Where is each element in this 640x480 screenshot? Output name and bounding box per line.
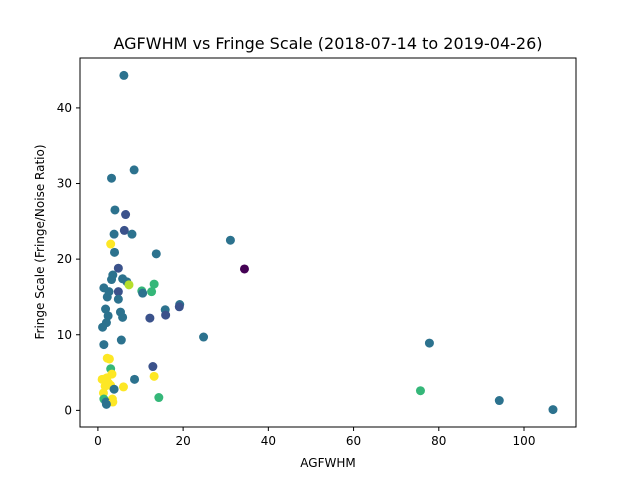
y-tick-label: 10: [57, 328, 72, 342]
data-point-33: [161, 310, 171, 320]
data-point-56: [109, 384, 119, 394]
data-point-19: [149, 279, 159, 289]
data-point-38: [98, 322, 108, 332]
x-tick-label: 40: [261, 434, 276, 448]
data-point-44: [104, 354, 114, 364]
points-layer: [97, 70, 558, 415]
x-tick-label: 60: [346, 434, 361, 448]
data-point-25: [147, 287, 157, 297]
data-point-1: [129, 165, 139, 175]
y-tick-label: 30: [57, 177, 72, 191]
data-point-59: [154, 393, 164, 403]
data-point-34: [118, 312, 128, 322]
x-tick-label: 20: [175, 434, 190, 448]
data-point-0: [119, 70, 129, 80]
data-point-40: [116, 335, 126, 345]
data-point-54: [100, 381, 110, 391]
data-point-42: [424, 338, 434, 348]
data-point-11: [151, 249, 161, 259]
y-axis-ticks: 0 10 20 30 40: [57, 101, 80, 417]
data-point-5: [119, 225, 129, 235]
data-point-30: [101, 304, 111, 314]
data-point-18: [124, 280, 134, 290]
data-point-35: [145, 313, 155, 323]
data-point-39: [199, 332, 209, 342]
y-tick-label: 40: [57, 101, 72, 115]
data-point-4: [121, 210, 131, 220]
data-point-57: [415, 386, 425, 396]
data-point-65: [101, 399, 111, 409]
y-tick-label: 0: [64, 403, 72, 417]
data-point-27: [113, 294, 123, 304]
plot-frame: [79, 57, 577, 428]
data-point-7: [109, 229, 119, 239]
data-point-26: [102, 292, 112, 302]
data-point-9: [106, 239, 116, 249]
data-point-55: [118, 382, 128, 392]
data-point-62: [494, 396, 504, 406]
data-point-3: [110, 205, 120, 215]
data-point-29: [174, 302, 184, 312]
y-tick-label: 20: [57, 252, 72, 266]
x-tick-label: 100: [513, 434, 536, 448]
data-point-2: [107, 173, 117, 183]
data-point-22: [113, 287, 123, 297]
data-point-8: [225, 235, 235, 245]
data-point-36: [103, 311, 113, 321]
data-point-10: [110, 247, 120, 257]
data-point-24: [138, 288, 148, 298]
data-point-12: [113, 263, 123, 273]
data-point-13: [239, 264, 249, 274]
data-point-6: [127, 229, 137, 239]
x-axis-label: AGFWHM: [300, 456, 355, 470]
x-tick-label: 80: [431, 434, 446, 448]
data-point-66: [548, 405, 558, 415]
x-tick-label: 0: [94, 434, 102, 448]
data-point-15: [107, 275, 117, 285]
data-point-45: [148, 362, 158, 372]
chart-title: AGFWHM vs Fringe Scale (2018-07-14 to 20…: [113, 34, 542, 53]
x-axis-ticks: 0 20 40 60 80 100: [94, 427, 535, 448]
data-point-51: [130, 374, 140, 384]
data-point-41: [99, 340, 109, 350]
y-axis-label: Fringe Scale (Fringe/Noise Ratio): [33, 144, 47, 339]
data-point-48: [149, 371, 159, 381]
